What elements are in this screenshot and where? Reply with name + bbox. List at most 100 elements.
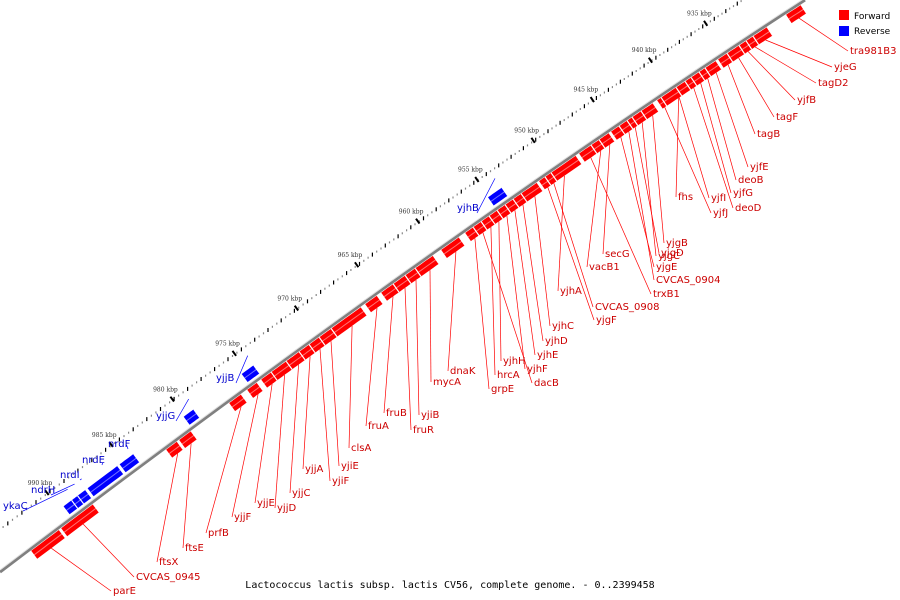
forward-gene-yjhD-shade (515, 197, 525, 204)
forward-gene-deoD (685, 77, 697, 90)
ruler-dot (678, 39, 680, 44)
reverse-gene-yjjB-edge (253, 364, 261, 374)
ruler-dot (690, 32, 692, 37)
forward-gene-tra981B3-shade (788, 8, 805, 20)
ruler-dot (587, 102, 589, 105)
ruler-dot (333, 280, 335, 285)
gene-label-tagD2: tagD2 (818, 78, 848, 89)
ruler-dot (86, 462, 88, 465)
ruler-dot (346, 271, 348, 276)
forward-gene-yjeG (753, 27, 773, 45)
ruler-dot (514, 152, 516, 155)
leader-parE (51, 547, 112, 592)
ruler-dot (320, 289, 322, 294)
forward-gene-tagD2-shade (748, 40, 757, 46)
ruler-dot (473, 180, 475, 185)
forward-gene-yjjA-shade (301, 348, 313, 357)
ruler-dot (267, 328, 269, 332)
ruler-dot (619, 79, 621, 84)
forward-gene-dacB-edge (480, 221, 488, 231)
tick-label: 980 kbp (153, 387, 178, 394)
tick-mark (44, 489, 50, 496)
tick-mark (231, 350, 237, 357)
ruler-dot (200, 377, 202, 381)
leader-yjgC (641, 122, 657, 257)
ruler-dot (182, 391, 184, 394)
ruler-dot (218, 364, 220, 367)
gene-label-yjhC: yjhC (552, 321, 574, 332)
ruler-dot (178, 394, 180, 397)
gene-label-prfB: prfB (208, 528, 229, 539)
gene-label-yjfB: yjfB (797, 95, 816, 106)
tick-label: 975 kbp (215, 341, 240, 348)
gene-label-CVCAS_0904: CVCAS_0904 (656, 275, 720, 286)
forward-gene-CVCAS_0904-edge (626, 120, 634, 130)
ruler-dot (460, 189, 462, 194)
gene-label-nrdI: nrdI (60, 470, 80, 481)
tick-mark (415, 218, 421, 225)
gene-label-yjgC: yjgC (658, 251, 680, 262)
forward-gene-yjfB (739, 40, 752, 54)
tick-mark (703, 20, 709, 27)
ruler-dot (271, 325, 273, 328)
forward-gene-yjfE-shade (707, 64, 720, 73)
ruler-dot (150, 414, 152, 417)
forward-gene-yjfB-edge (745, 40, 753, 50)
forward-gene-deoB (699, 68, 711, 81)
ruler-dot (63, 479, 65, 483)
forward-gene-yjjD (271, 361, 293, 381)
gene-label-yjhD: yjhD (545, 336, 568, 347)
forward-gene-yjhF-edge (504, 204, 512, 214)
forward-gene-yjiF-edge (318, 336, 326, 346)
tick-mark (354, 261, 360, 268)
leader-tagD2 (754, 46, 817, 84)
leader-fruA (365, 307, 378, 427)
forward-gene-yjhC (521, 182, 543, 202)
gene-label-yjgB: yjgB (666, 238, 688, 249)
tick-mark (530, 137, 536, 144)
leader-trxB1 (590, 157, 652, 295)
reverse-gene-nrdI-edge (85, 489, 93, 499)
forward-gene-yjfE (705, 60, 722, 77)
forward-gene-tagF-shade (729, 49, 743, 59)
ruler-dot (694, 30, 696, 33)
tick-mark (169, 396, 175, 403)
ruler-dot (109, 445, 111, 448)
reverse-gene-ndrH-edge (77, 495, 85, 505)
ruler-dot (105, 447, 107, 452)
ruler-dot (72, 473, 74, 475)
ruler-dot (240, 347, 242, 352)
ruler-dot (11, 518, 14, 521)
ruler-dot (599, 94, 601, 97)
ruler-dot (551, 127, 553, 130)
ruler-dot (155, 411, 157, 414)
leader-tagF (738, 57, 775, 118)
ruler-dot (671, 46, 673, 49)
gene-label-yjgE: yjgE (656, 262, 677, 273)
reverse-gene-ykaC-edge (71, 499, 79, 509)
forward-gene-tagD2-edge (752, 35, 760, 45)
ruler-dot (91, 458, 93, 463)
gene-label-yjhA: yjhA (560, 286, 582, 297)
gene-label-yjjF: yjjF (234, 512, 251, 523)
tick-mark (474, 176, 480, 183)
forward-gene-CVCAS_0945-edge (92, 503, 100, 513)
ruler-dot (254, 337, 256, 342)
leader-mycA (429, 270, 432, 383)
forward-gene-fruR (393, 275, 411, 293)
leader-deoD (693, 87, 734, 209)
ruler-dot (702, 24, 704, 29)
leader-yjgB (652, 115, 665, 244)
legend: Forward Reverse (839, 10, 891, 37)
forward-gene-fruR-shade (395, 279, 409, 289)
ruler-dot (293, 308, 295, 313)
ruler-dot (526, 144, 529, 147)
forward-gene-fruA (365, 295, 383, 313)
leader-yjhF (506, 215, 526, 370)
leader-yjhA (557, 175, 565, 292)
forward-gene-ftsX-edge (176, 441, 184, 450)
forward-gene-dacB-shade (475, 225, 485, 232)
ruler-dot (311, 297, 313, 300)
forward-gene-fruA-shade (367, 299, 381, 309)
